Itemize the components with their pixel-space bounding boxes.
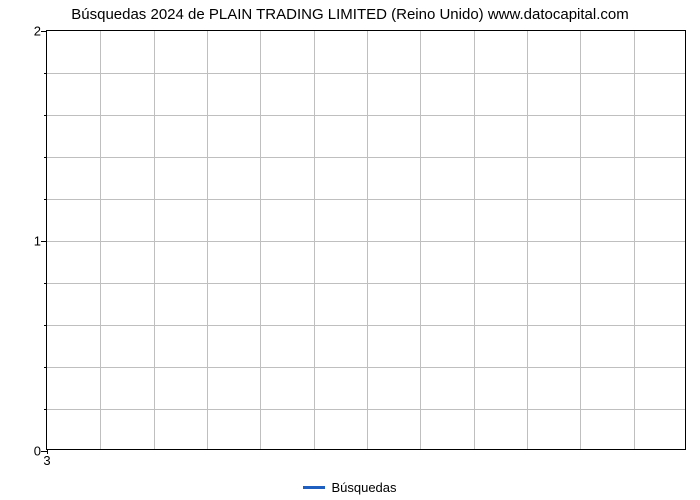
gridline-vertical — [580, 31, 581, 449]
legend: Búsquedas — [0, 480, 700, 495]
gridline-horizontal — [47, 283, 685, 284]
gridline-vertical — [474, 31, 475, 449]
gridline-vertical — [154, 31, 155, 449]
ytick-label: 1 — [34, 234, 47, 249]
ytick-label: 2 — [34, 24, 47, 39]
ytick-mark — [44, 115, 47, 116]
gridline-vertical — [207, 31, 208, 449]
gridline-vertical — [634, 31, 635, 449]
gridline-vertical — [314, 31, 315, 449]
chart-title: Búsquedas 2024 de PLAIN TRADING LIMITED … — [0, 6, 700, 23]
gridline-vertical — [260, 31, 261, 449]
xtick-label: 3 — [43, 449, 50, 468]
gridline-horizontal — [47, 325, 685, 326]
legend-line-icon — [303, 486, 325, 489]
legend-label: Búsquedas — [331, 480, 396, 495]
gridline-vertical — [100, 31, 101, 449]
gridline-vertical — [367, 31, 368, 449]
gridline-horizontal — [47, 157, 685, 158]
gridline-vertical — [420, 31, 421, 449]
gridline-horizontal — [47, 409, 685, 410]
gridline-horizontal — [47, 241, 685, 242]
ytick-mark — [44, 409, 47, 410]
ytick-mark — [44, 367, 47, 368]
ytick-mark — [44, 157, 47, 158]
gridline-horizontal — [47, 73, 685, 74]
plot-area: 0123 — [46, 30, 686, 450]
ytick-mark — [44, 73, 47, 74]
ytick-mark — [44, 199, 47, 200]
gridline-vertical — [527, 31, 528, 449]
gridline-horizontal — [47, 115, 685, 116]
ytick-mark — [44, 283, 47, 284]
chart-container: Búsquedas 2024 de PLAIN TRADING LIMITED … — [0, 0, 700, 500]
ytick-mark — [44, 325, 47, 326]
gridline-horizontal — [47, 199, 685, 200]
gridline-horizontal — [47, 367, 685, 368]
